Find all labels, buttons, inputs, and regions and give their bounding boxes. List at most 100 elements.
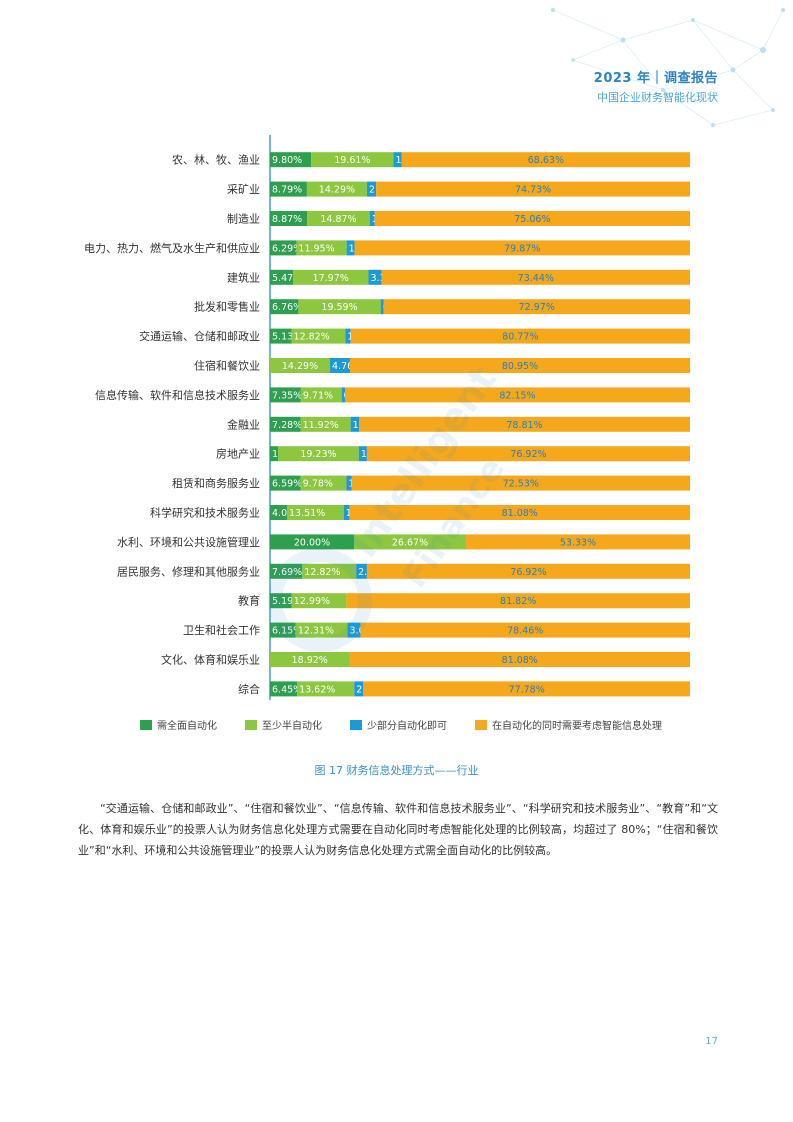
bar-segment (363, 681, 690, 697)
data-label: 78.81% (506, 420, 542, 431)
data-label: 14.87% (320, 214, 356, 225)
bar-segment (350, 328, 690, 344)
data-label: 18.92% (292, 655, 328, 666)
data-label: 6.76% (272, 302, 302, 313)
category-label: 文化、体育和娱乐业 (161, 653, 260, 667)
data-label: 7.69% (272, 567, 302, 578)
bar-segment (270, 622, 296, 638)
data-label: 8.79% (272, 185, 302, 196)
figure-caption: 图 17 财务信息处理方式——行业 (314, 764, 479, 777)
bar-segment (346, 240, 355, 256)
bar-segment (300, 387, 342, 403)
bar-segment (380, 299, 384, 315)
data-label: 75.06% (514, 214, 550, 225)
category-label: 水利、环境和公共设施管理业 (117, 535, 260, 549)
data-label: 82.15% (499, 390, 535, 401)
legend-swatch (140, 719, 152, 730)
bar-segment (298, 299, 381, 315)
bar-segment (311, 152, 394, 168)
bar-segment (291, 593, 347, 609)
bar-segment (360, 622, 690, 638)
data-label: 14.29% (319, 185, 355, 196)
data-label: 72.97% (519, 302, 555, 313)
data-label: 79.87% (504, 243, 540, 254)
data-label: 80.77% (502, 332, 538, 343)
bar-segment (349, 652, 690, 667)
category-label: 批发和零售业 (194, 300, 260, 314)
data-label: 5.19% (272, 596, 302, 607)
bar-segment (366, 563, 690, 579)
bar-segment (270, 269, 293, 285)
data-label: 5.47% (272, 273, 302, 284)
bar-segment (270, 328, 292, 344)
bar-segment (270, 240, 297, 256)
data-label: 19.61% (334, 155, 370, 166)
bar-segment (270, 152, 312, 168)
bar-segment (270, 563, 303, 579)
bar-segment (270, 211, 308, 226)
bar-segment (270, 534, 354, 550)
bar-segment (307, 211, 370, 226)
category-label: 农、林、牧、渔业 (172, 153, 260, 167)
category-label: 制造业 (227, 212, 260, 226)
bar-segment (369, 211, 375, 226)
bar-segment (368, 269, 382, 285)
category-label: 综合 (238, 682, 260, 696)
legend-item-semi-auto: 至少半自动化 (245, 717, 322, 732)
network-decoration (551, 8, 785, 127)
bar-segment (381, 269, 690, 285)
data-label: 6.59% (272, 479, 302, 490)
data-label: 12.82% (304, 567, 340, 578)
category-label: 卫生和社会工作 (183, 623, 260, 637)
data-label: 78.46% (507, 626, 543, 637)
bar-segment (374, 211, 690, 226)
bar-segment (393, 152, 402, 168)
bar-segment (349, 505, 690, 520)
bar-segment (300, 416, 351, 432)
bar-segment (270, 181, 307, 197)
data-label: 5.13% (272, 332, 302, 343)
bar-segment (270, 387, 301, 403)
bar-segment (302, 563, 357, 579)
data-label: 81.08% (502, 655, 538, 666)
legend-label: 在自动化的同时需要考虑智能信息处理 (492, 721, 662, 732)
bar-segment (358, 416, 690, 432)
data-label: 6.15% (272, 626, 302, 637)
bar-segment (292, 269, 369, 285)
bar-segment (270, 475, 301, 491)
legend-swatch (475, 719, 487, 730)
data-label: 80.95% (502, 361, 538, 372)
bar-segment (401, 152, 690, 168)
bar-segment (354, 681, 364, 697)
data-label: 17.97% (313, 273, 349, 284)
bar-segment (356, 563, 367, 579)
data-label: 12.31% (298, 626, 334, 637)
bar-segment (366, 446, 690, 462)
bar-segment (345, 328, 351, 344)
data-label: 14.29% (282, 361, 318, 372)
report-header: 2023 年｜调查报告 中国企业财务智能化现状 (594, 67, 718, 105)
category-label: 信息传输、软件和信息技术服务业 (95, 388, 260, 402)
report-year-title: 2023 年｜调查报告 (593, 71, 718, 86)
data-label: 72.53% (503, 479, 539, 490)
bar-segment (350, 416, 359, 432)
bar-segment (270, 358, 331, 373)
bar-segment (270, 652, 350, 667)
bar-segment (270, 446, 279, 462)
bar-segment (354, 240, 690, 256)
data-label: 12.82% (294, 332, 330, 343)
category-label: 交通运输、仓储和邮政业 (139, 329, 260, 343)
bar-segment (341, 387, 345, 403)
bar-segment (296, 240, 347, 256)
data-label: 74.73% (515, 185, 551, 196)
report-subtitle: 中国企业财务智能化现状 (597, 91, 718, 104)
data-label: 9.78% (303, 479, 333, 490)
bar-segment (350, 358, 690, 373)
legend-item-partial-auto: 少部分自动化即可 (350, 717, 447, 732)
bar-segment (278, 446, 359, 462)
industry-stacked-bar-chart: 农、林、牧、渔业9.80%19.61%1.96%68.63%采矿业8.79%14… (84, 135, 690, 700)
bar-segment (330, 358, 351, 373)
bar-segment (376, 181, 690, 197)
legend-item-intelligent: 在自动化的同时需要考虑智能信息处理 (475, 717, 662, 732)
data-label: 7.28% (272, 420, 302, 431)
